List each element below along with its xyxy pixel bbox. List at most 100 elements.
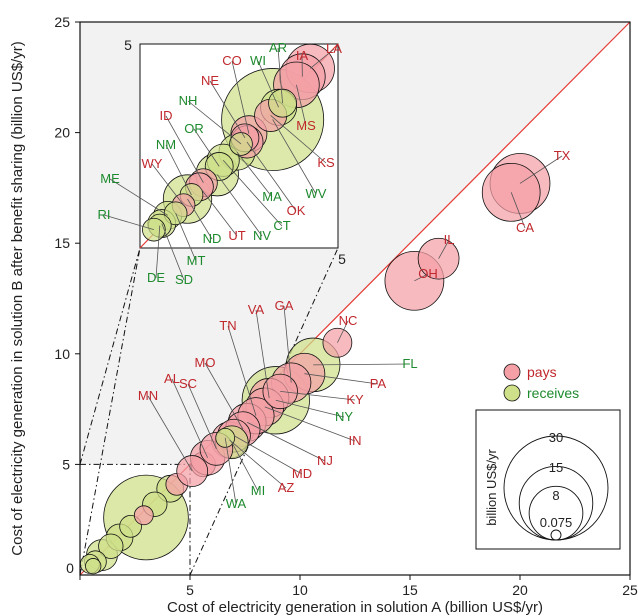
inset-x-tick-max: 5 xyxy=(338,251,346,267)
leader-mo xyxy=(204,362,244,430)
legend-marker-pays xyxy=(503,363,521,381)
leader-ky xyxy=(280,391,356,401)
label-ga: GA xyxy=(275,298,294,313)
inset-label-nd: ND xyxy=(203,231,222,246)
label-al: AL xyxy=(164,371,180,386)
inset-label-wi: WI xyxy=(250,53,266,68)
inset-leader-ne xyxy=(209,80,246,139)
leader-in xyxy=(264,406,356,442)
leader-tx xyxy=(519,155,563,184)
y-tick-label-4: 25 xyxy=(54,14,70,30)
inset-leader-ar xyxy=(277,47,283,104)
leader-ny xyxy=(275,399,345,418)
leader-al xyxy=(171,378,208,458)
inset-leader-sd xyxy=(161,223,185,281)
leader-mn xyxy=(147,395,193,472)
inset-label-ia: IA xyxy=(296,48,309,63)
inset-leader-ct xyxy=(222,160,283,227)
inset-label-la: LA xyxy=(326,41,342,56)
inset-leader-ok xyxy=(246,141,297,212)
inset-leader-ut xyxy=(199,186,238,237)
inset-label-sd: SD xyxy=(175,272,193,287)
leader-nj xyxy=(247,422,326,462)
inset-label-ne: NE xyxy=(201,73,219,88)
label-oh: OH xyxy=(418,266,438,281)
size-legend-title: billion US$/yr xyxy=(484,449,499,526)
y-tick-label-0: 5 xyxy=(62,456,70,472)
leader-va xyxy=(255,309,270,399)
bubble-mn xyxy=(176,455,209,487)
inset-leader-mt xyxy=(175,213,197,262)
leader-fl xyxy=(313,363,411,366)
size-legend-label-0-075: 0.075 xyxy=(540,515,573,530)
inset-leader-wy xyxy=(151,163,184,206)
x-tick-label-4: 20 xyxy=(512,582,528,598)
label-va: VA xyxy=(248,302,265,317)
inset-label-nv: NV xyxy=(253,228,271,243)
x-tick-label-0: 0 xyxy=(66,560,74,576)
inset-leader-me xyxy=(109,178,168,216)
inset-leader-ks xyxy=(270,115,327,164)
inset-bubble-ri xyxy=(142,217,166,242)
y-tick-label-3: 20 xyxy=(54,125,70,141)
label-az: AZ xyxy=(278,480,295,495)
inset-label-id: ID xyxy=(160,108,173,123)
legend-label-pays: pays xyxy=(527,364,557,380)
label-pa: PA xyxy=(370,376,387,391)
y-axis-title: Cost of electricity generation in soluti… xyxy=(9,41,26,555)
label-ky: KY xyxy=(346,392,364,407)
inset-label-ms: MS xyxy=(296,118,316,133)
inset-leader-wv xyxy=(272,119,317,195)
inset-leader-ri xyxy=(103,214,154,231)
inset-leader-wi xyxy=(257,60,279,108)
inset-label-mt: MT xyxy=(187,253,206,268)
inset-leader-nm xyxy=(165,144,192,196)
x-tick-label-1: 5 xyxy=(186,582,194,598)
inset-label-de: DE xyxy=(147,270,165,285)
inset-leader-ma xyxy=(236,151,273,198)
label-mo: MO xyxy=(195,355,216,370)
inset-label-me: ME xyxy=(100,171,120,186)
y-tick-label-1: 10 xyxy=(54,346,70,362)
leader-oh xyxy=(414,273,429,282)
size-legend-circle-0-075 xyxy=(550,529,562,541)
leader-ga xyxy=(283,305,292,383)
inset-label-nm: NM xyxy=(156,137,176,152)
leader-ca xyxy=(510,192,526,229)
bubble-unlabeled-10 xyxy=(133,505,154,526)
label-mn: MN xyxy=(138,388,158,403)
inset-label-wv: WV xyxy=(306,186,327,201)
label-wa: WA xyxy=(226,496,247,511)
inset-leader-nh xyxy=(187,100,242,145)
inset-leader-la xyxy=(310,48,335,69)
inset-bubble-nh xyxy=(229,132,253,156)
plot-frame xyxy=(79,21,631,576)
leader-nc xyxy=(337,320,349,343)
inset-label-ri: RI xyxy=(98,207,111,222)
label-ca: CA xyxy=(516,220,534,235)
leader-tn xyxy=(227,325,257,416)
inset-leader-de xyxy=(155,225,161,279)
inset-label-co: CO xyxy=(222,53,242,68)
label-tx: TX xyxy=(554,148,571,163)
inset-label-ut: UT xyxy=(228,228,245,243)
label-fl: FL xyxy=(402,356,417,371)
bubble-unlabeled-12 xyxy=(85,558,102,575)
x-axis-title: Cost of electricity generation in soluti… xyxy=(167,599,543,616)
zoom-guide-left xyxy=(79,247,141,465)
inset-leader-co xyxy=(231,60,250,134)
x-tick-label-3: 15 xyxy=(402,582,418,598)
inset-label-ks: KS xyxy=(317,155,335,170)
label-in: IN xyxy=(349,433,362,448)
label-md: MD xyxy=(292,466,312,481)
leader-az xyxy=(229,439,287,489)
inset-leader-or xyxy=(193,128,220,167)
leader-sc xyxy=(187,383,217,450)
bubble-wa xyxy=(215,427,236,448)
inset-label-ct: CT xyxy=(273,218,290,233)
y-tick-label-2: 15 xyxy=(54,235,70,251)
legend-marker-receives xyxy=(503,384,521,402)
leader-md xyxy=(233,435,303,475)
inset-y-tick-max: 5 xyxy=(124,37,132,53)
